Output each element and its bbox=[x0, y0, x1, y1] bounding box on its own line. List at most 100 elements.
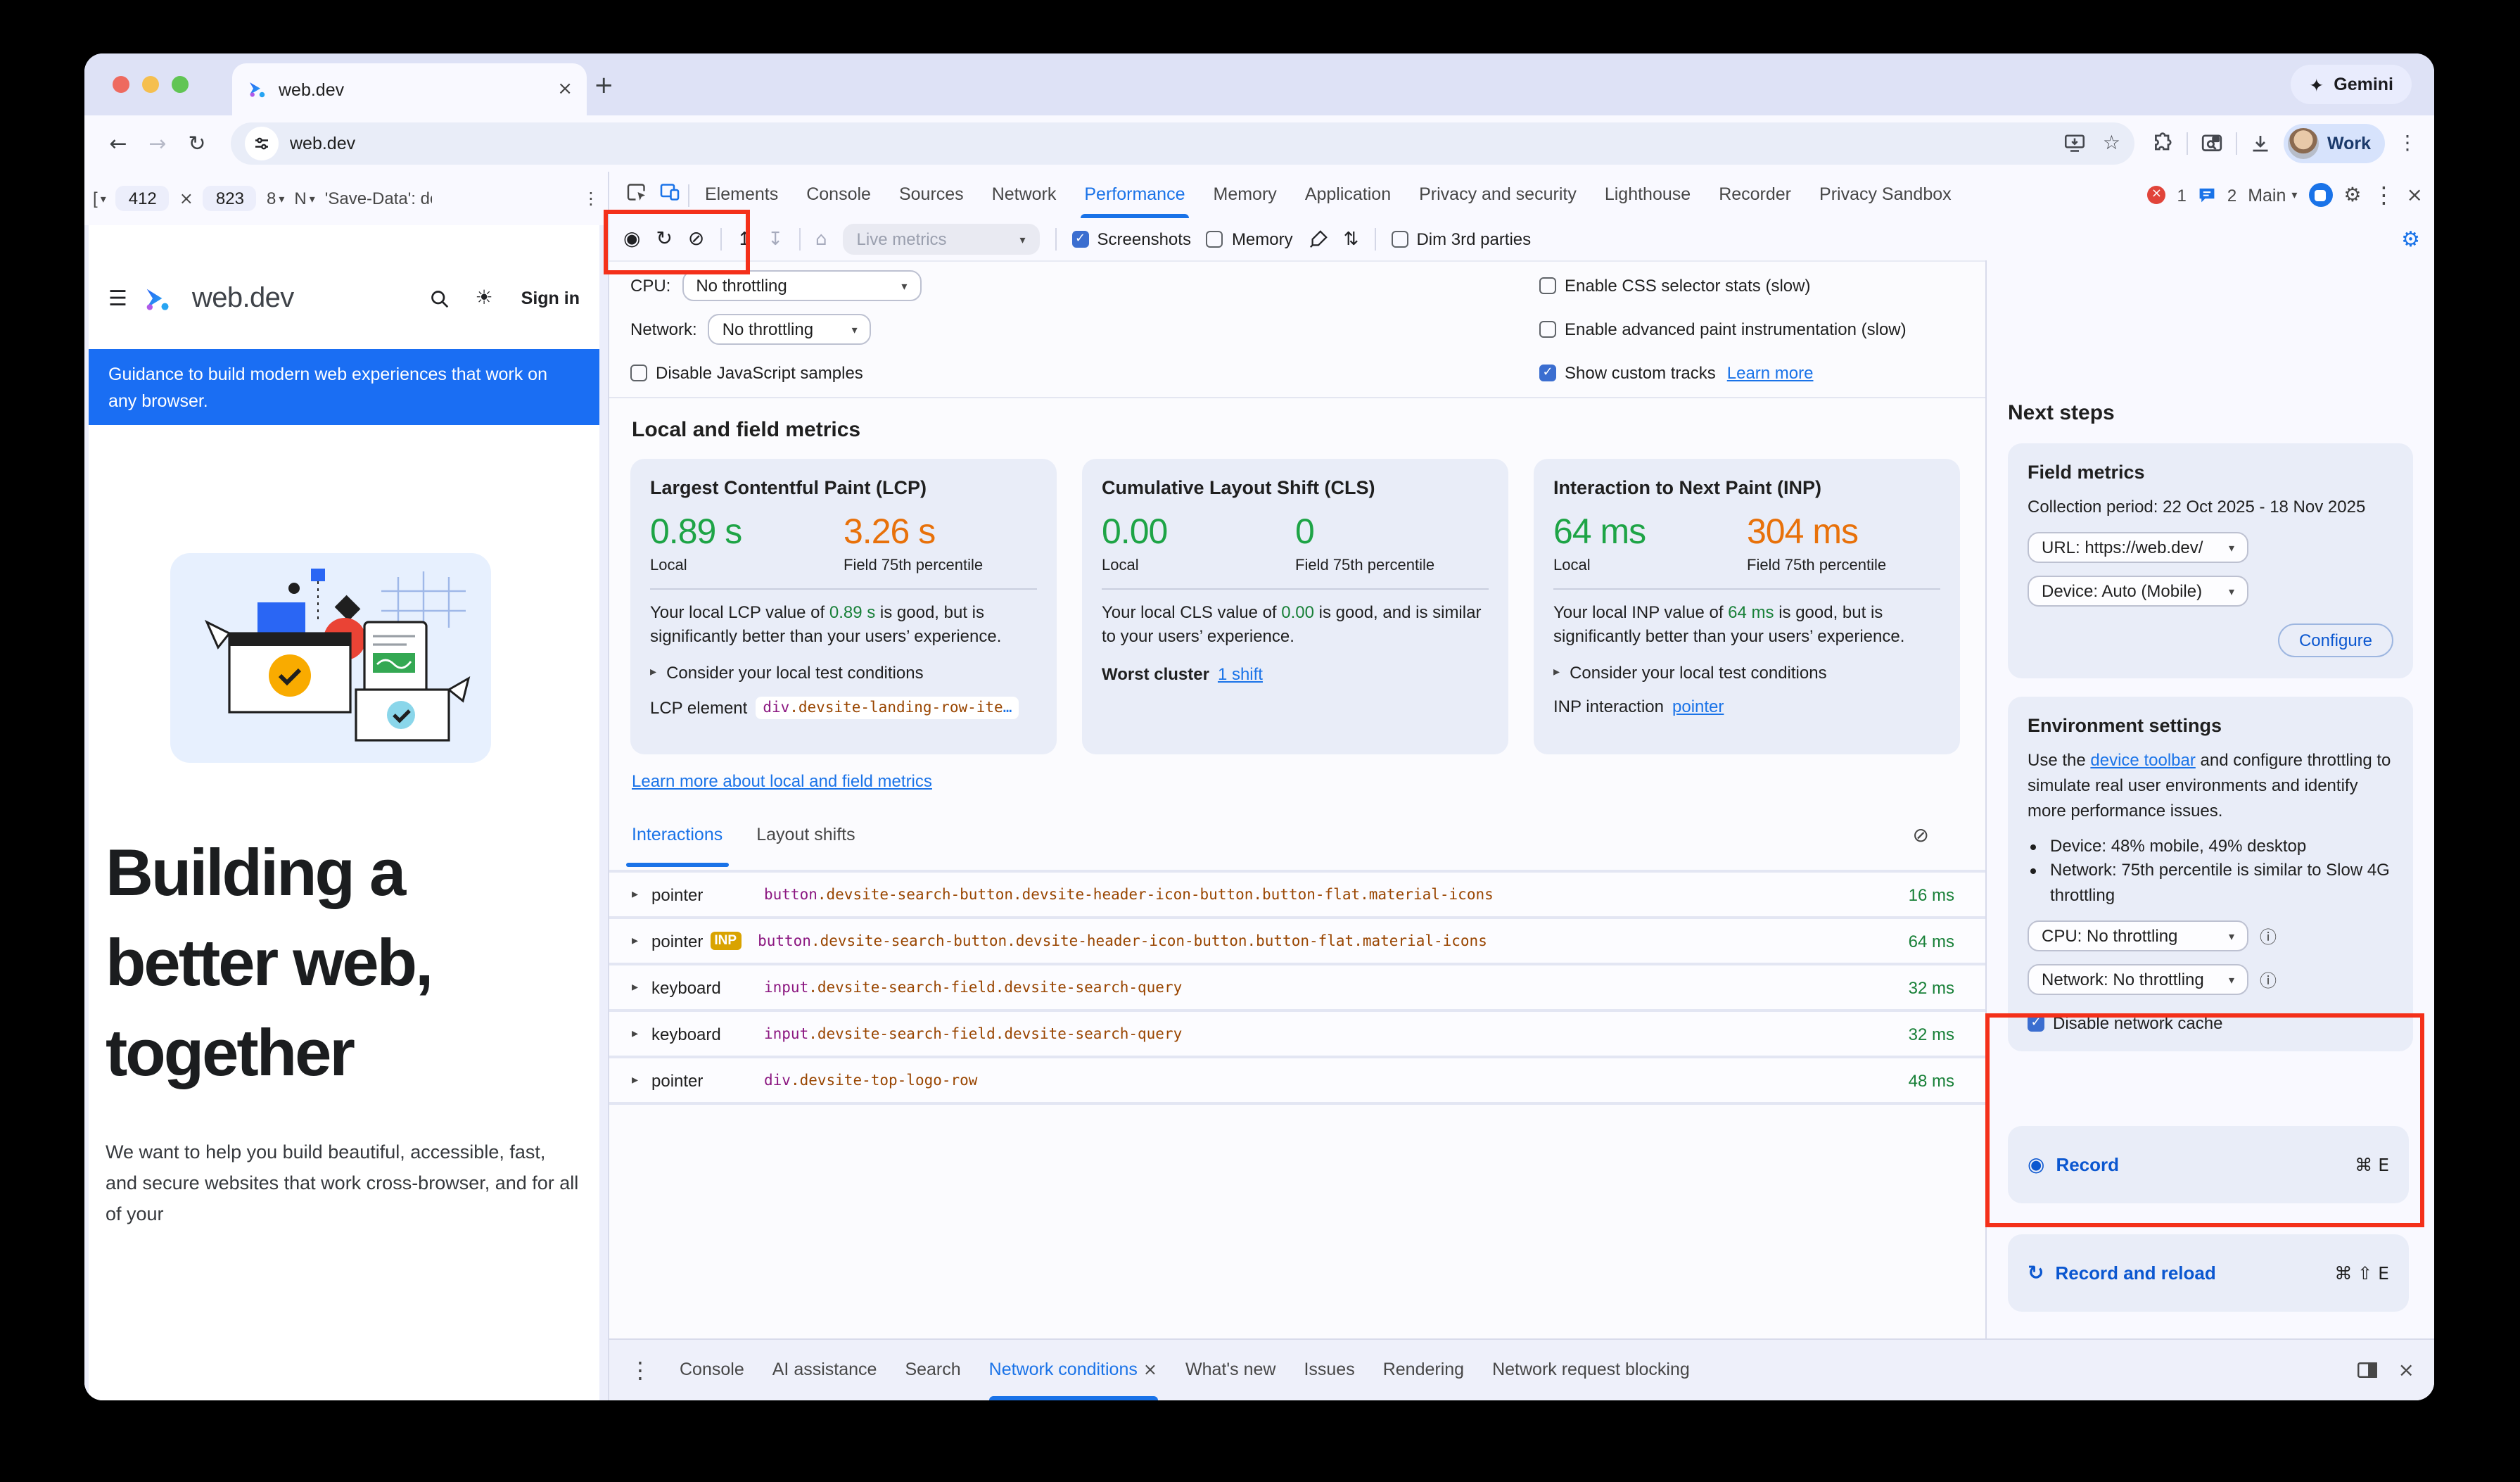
download-profile-icon[interactable]: ↧ bbox=[768, 229, 783, 250]
capture-settings-gear-icon[interactable]: ⚙ bbox=[2401, 227, 2420, 252]
gc-brush-icon[interactable] bbox=[1309, 229, 1328, 249]
screenshots-checkbox[interactable]: ✓ Screenshots bbox=[1071, 229, 1191, 249]
device-toolbar-link[interactable]: device toolbar bbox=[2090, 750, 2196, 770]
tab-search-icon[interactable] bbox=[2201, 132, 2223, 155]
paint-instrumentation-checkbox[interactable]: Enable advanced paint instrumentation (s… bbox=[1539, 319, 1907, 339]
theme-toggle-icon[interactable]: ☀ bbox=[475, 287, 493, 310]
viewport-width-input[interactable]: 412 bbox=[115, 186, 170, 211]
record-reload-icon[interactable]: ↻ bbox=[656, 228, 673, 251]
drawer-tab-network-conditions[interactable]: Network conditions × bbox=[988, 1340, 1157, 1400]
issue-count[interactable]: 2 bbox=[2227, 185, 2237, 205]
save-data-dropdown[interactable]: 'Save-Data': defau bbox=[324, 189, 432, 208]
clear-icon[interactable]: ⊘ bbox=[687, 228, 705, 251]
window-controls[interactable] bbox=[113, 76, 189, 93]
table-row[interactable]: ▸ pointer div.devsite-top-logo-row 48 ms bbox=[609, 1056, 1985, 1105]
sign-in-button[interactable]: Sign in bbox=[521, 289, 580, 308]
browser-tab[interactable]: web.dev × bbox=[232, 63, 587, 115]
drawer-tab-issues[interactable]: Issues bbox=[1304, 1360, 1355, 1379]
cls-shift-link[interactable]: 1 shift bbox=[1217, 664, 1263, 684]
maximize-window-button[interactable] bbox=[172, 76, 189, 93]
cpu-throttling-select[interactable]: No throttling ▾ bbox=[682, 270, 922, 301]
lcp-expand-row[interactable]: ▸ Consider your local test conditions bbox=[650, 662, 924, 683]
close-icon[interactable]: × bbox=[1143, 1360, 1157, 1379]
env-cpu-select[interactable]: CPU: No throttling ▾ bbox=[2028, 920, 2248, 952]
live-metrics-home-icon[interactable]: ⌂ bbox=[815, 229, 827, 250]
inp-interaction-link[interactable]: pointer bbox=[1672, 696, 1724, 716]
drawer-tab-whats-new[interactable]: What's new bbox=[1185, 1360, 1276, 1379]
drawer-tab-search[interactable]: Search bbox=[905, 1360, 961, 1379]
device-toolbar-toggle-icon[interactable] bbox=[654, 181, 685, 209]
dimensions-dropdown[interactable]: [▾ bbox=[93, 189, 106, 208]
minimize-window-button[interactable] bbox=[142, 76, 159, 93]
table-row[interactable]: ▸ pointer INP button.devsite-search-butto… bbox=[609, 916, 1985, 963]
tab-sources[interactable]: Sources bbox=[898, 184, 964, 204]
disable-network-cache-checkbox[interactable]: ✓ Disable network cache bbox=[2028, 1013, 2222, 1033]
back-icon[interactable]: ← bbox=[109, 131, 127, 156]
drawer-tab-network-request-blocking[interactable]: Network request blocking bbox=[1492, 1360, 1690, 1379]
inspect-icon[interactable] bbox=[621, 181, 651, 209]
tab-privacy-security[interactable]: Privacy and security bbox=[1419, 184, 1577, 204]
collapse-icon[interactable]: ⇅ bbox=[1343, 229, 1359, 250]
viewport-height-input[interactable]: 823 bbox=[203, 186, 257, 211]
network-throttling-select[interactable]: No throttling ▾ bbox=[708, 314, 872, 345]
error-count[interactable]: 1 bbox=[2177, 185, 2187, 205]
device-select[interactable]: Device: Auto (Mobile) ▾ bbox=[2028, 576, 2248, 607]
env-network-select[interactable]: Network: No throttling ▾ bbox=[2028, 964, 2248, 996]
lcp-element-selector[interactable]: div.devsite-landing-row-ite… bbox=[756, 696, 1019, 719]
record-button[interactable]: ◉ Record ⌘ E bbox=[2008, 1126, 2409, 1203]
new-tab-button[interactable]: + bbox=[594, 72, 614, 100]
tab-close-icon[interactable]: × bbox=[557, 79, 573, 100]
tab-privacy-sandbox[interactable]: Privacy Sandbox bbox=[1819, 184, 1952, 204]
profile-chip[interactable]: Work bbox=[2283, 124, 2385, 163]
drawer-tab-rendering[interactable]: Rendering bbox=[1382, 1360, 1465, 1379]
drawer-tab-console[interactable]: Console bbox=[680, 1360, 744, 1379]
configure-button[interactable]: Configure bbox=[2277, 623, 2393, 657]
upload-profile-icon[interactable]: ↥ bbox=[737, 229, 753, 250]
tab-memory[interactable]: Memory bbox=[1213, 184, 1277, 204]
extension-icon[interactable] bbox=[2308, 183, 2333, 207]
reload-icon[interactable]: ↻ bbox=[188, 131, 206, 156]
extensions-icon[interactable] bbox=[2151, 132, 2174, 155]
table-row[interactable]: ▸ keyboard input.devsite-search-field.dev… bbox=[609, 1009, 1985, 1056]
tab-interactions[interactable]: Interactions bbox=[626, 825, 728, 867]
record-and-reload-button[interactable]: ↻ Record and reload ⌘ ⇧ E bbox=[2008, 1234, 2409, 1312]
device-toolbar-menu-icon[interactable]: ⋮ bbox=[583, 189, 599, 208]
custom-tracks-checkbox[interactable]: ✓ Show custom tracks bbox=[1539, 363, 1716, 383]
learn-more-metrics-link[interactable]: Learn more about local and field metrics bbox=[632, 771, 932, 791]
clear-log-icon[interactable]: ⊘ bbox=[1912, 825, 1929, 847]
issues-icon[interactable] bbox=[2198, 186, 2216, 204]
table-row[interactable]: ▸ keyboard input.devsite-search-field.dev… bbox=[609, 963, 1985, 1009]
memory-checkbox[interactable]: Memory bbox=[1206, 229, 1293, 249]
browser-menu-icon[interactable]: ⋮ bbox=[2398, 132, 2417, 155]
tab-elements[interactable]: Elements bbox=[705, 184, 779, 204]
url-select[interactable]: URL: https://web.dev/▾ bbox=[2028, 532, 2248, 563]
dock-side-icon[interactable] bbox=[2357, 1361, 2379, 1379]
drawer-tab-ai-assistance[interactable]: AI assistance bbox=[772, 1360, 877, 1379]
forward-icon[interactable]: → bbox=[148, 131, 167, 156]
info-icon[interactable]: ⓘ bbox=[2260, 927, 2277, 947]
dim-3rd-parties-checkbox[interactable]: Dim 3rd parties bbox=[1391, 229, 1531, 249]
error-badge-icon[interactable]: × bbox=[2147, 186, 2166, 204]
gemini-button[interactable]: ✦ Gemini bbox=[2291, 65, 2412, 104]
drawer-close-icon[interactable]: × bbox=[2398, 1359, 2414, 1381]
drawer-menu-icon[interactable]: ⋮ bbox=[629, 1357, 651, 1383]
zoom-dropdown[interactable]: 8 ▾ bbox=[266, 189, 285, 208]
context-selector[interactable]: Main ▾ bbox=[2248, 185, 2298, 205]
site-brand[interactable]: web.dev bbox=[191, 282, 294, 313]
install-icon[interactable] bbox=[2065, 134, 2086, 153]
address-bar[interactable]: web.dev ☆ bbox=[231, 122, 2134, 165]
disable-js-samples-checkbox[interactable]: Disable JavaScript samples bbox=[630, 363, 863, 383]
tab-application[interactable]: Application bbox=[1304, 184, 1392, 204]
tab-network[interactable]: Network bbox=[991, 184, 1057, 204]
tab-lighthouse[interactable]: Lighthouse bbox=[1604, 184, 1691, 204]
devtools-menu-icon[interactable]: ⋮ bbox=[2372, 182, 2395, 208]
record-icon[interactable]: ◉ bbox=[623, 228, 641, 251]
close-window-button[interactable] bbox=[113, 76, 129, 93]
inp-expand-row[interactable]: ▸ Consider your local test conditions bbox=[1553, 662, 1827, 683]
downloads-icon[interactable] bbox=[2250, 133, 2271, 154]
tab-recorder[interactable]: Recorder bbox=[1719, 184, 1792, 204]
url-text[interactable]: web.dev bbox=[290, 134, 356, 153]
tab-performance[interactable]: Performance bbox=[1071, 172, 1197, 218]
table-row[interactable]: ▸ pointer button.devsite-search-button.de… bbox=[609, 870, 1985, 916]
bookmark-star-icon[interactable]: ☆ bbox=[2102, 132, 2120, 155]
